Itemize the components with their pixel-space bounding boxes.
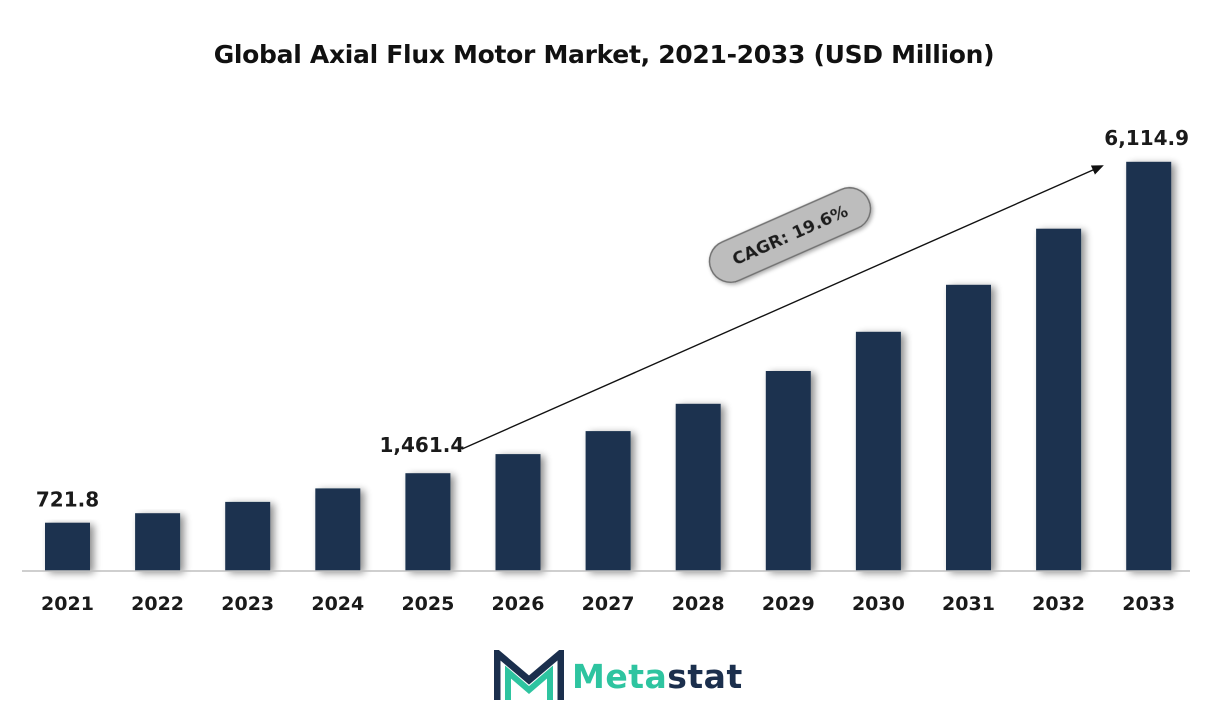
x-tick-label-2030: 2030 — [852, 593, 905, 615]
bar-2023 — [225, 501, 271, 571]
x-tick-labels: 2021 2022 2023 2024 2025 2026 2027 2028 2029 2030… — [41, 593, 1175, 615]
bar-2025 — [405, 473, 451, 571]
data-label-2033: 6,114.9 — [1104, 126, 1189, 150]
cagr-badge: CAGR: 19.6% — [708, 187, 872, 283]
bars-layer — [45, 161, 1172, 572]
bar-2026 — [495, 454, 541, 571]
logo-text-stat: stat — [667, 656, 743, 696]
bar-2024 — [315, 488, 361, 571]
metastat-m-icon — [494, 650, 564, 700]
metastat-wordmark: Metastat — [572, 657, 743, 696]
bar-2028 — [675, 403, 721, 571]
x-tick-label-2033: 2033 — [1122, 593, 1175, 615]
x-tick-label-2024: 2024 — [311, 593, 364, 615]
bar-2029 — [765, 371, 811, 571]
x-tick-label-2032: 2032 — [1032, 593, 1085, 615]
x-tick-label-2023: 2023 — [221, 593, 274, 615]
metastat-logo: Metastat — [494, 650, 743, 702]
bar-2031 — [946, 284, 991, 571]
data-labels: 721.8 1,461.4 6,114.9 — [36, 126, 1189, 512]
x-tick-label-2025: 2025 — [401, 593, 454, 615]
x-tick-label-2028: 2028 — [672, 593, 725, 615]
data-label-2021: 721.8 — [36, 488, 99, 512]
logo-text-meta: Meta — [572, 656, 668, 696]
bar-2033 — [1126, 161, 1172, 572]
bar-chart: 2021 2022 2023 2024 2025 2026 2027 2028 2029 2030… — [22, 126, 1190, 615]
bar-2030 — [855, 331, 901, 572]
chart-title: Global Axial Flux Motor Market, 2021-203… — [213, 40, 995, 69]
bar-2021 — [45, 522, 90, 571]
x-tick-label-2027: 2027 — [582, 593, 635, 615]
x-tick-label-2031: 2031 — [942, 593, 995, 615]
bar-2032 — [1036, 228, 1082, 571]
x-tick-label-2021: 2021 — [41, 593, 94, 615]
x-tick-label-2026: 2026 — [492, 593, 545, 615]
cagr-trend-arrow — [461, 165, 1104, 450]
bar-2027 — [585, 431, 631, 571]
x-tick-label-2029: 2029 — [762, 593, 815, 615]
x-tick-label-2022: 2022 — [131, 593, 184, 615]
data-label-2025: 1,461.4 — [380, 433, 465, 457]
bar-2022 — [135, 513, 181, 571]
